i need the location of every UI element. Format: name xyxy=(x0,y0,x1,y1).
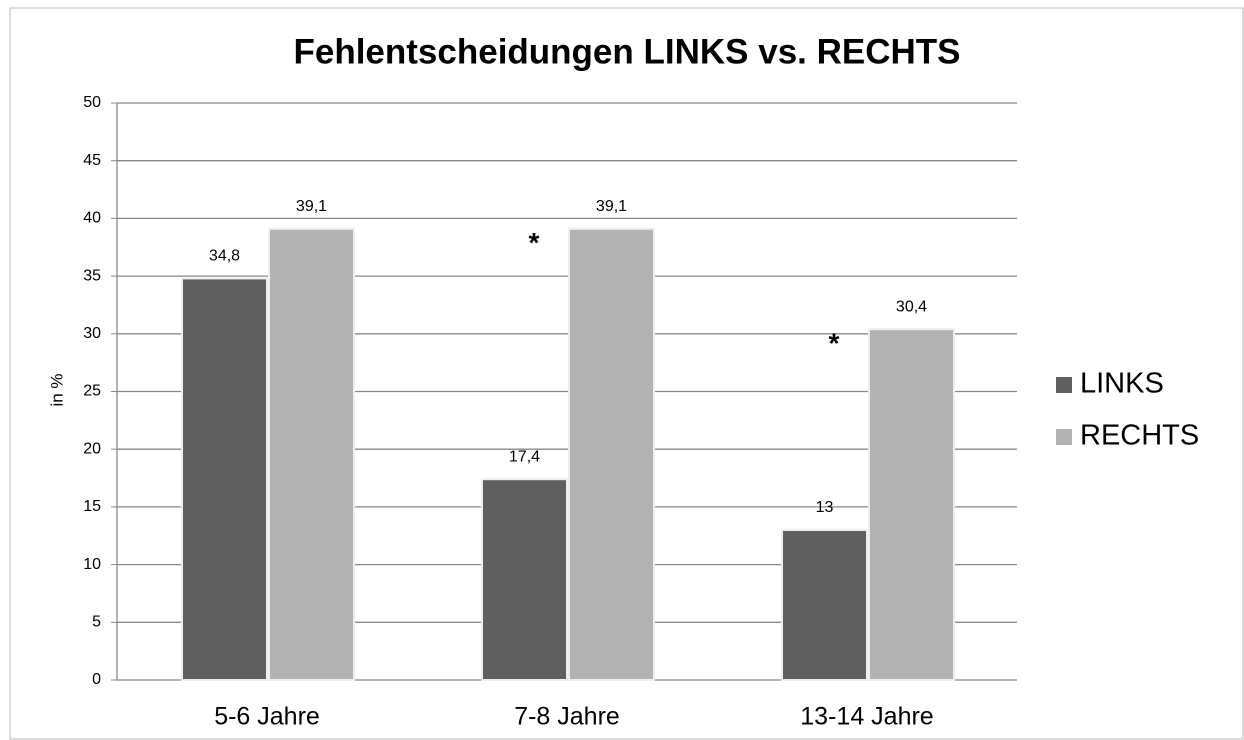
legend-label: RECHTS xyxy=(1080,420,1199,452)
x-tick-label: 5-6 Jahre xyxy=(214,703,320,731)
bar xyxy=(568,227,655,681)
legend-label: LINKS xyxy=(1080,368,1164,400)
value-label: 34,8 xyxy=(209,248,240,265)
y-tick-label: 5 xyxy=(92,614,101,631)
y-tick-label: 45 xyxy=(83,152,101,169)
value-label: 39,1 xyxy=(296,198,327,215)
bar xyxy=(181,277,268,681)
chart-title: Fehlentscheidungen LINKS vs. RECHTS xyxy=(293,32,960,71)
y-tick-label: 15 xyxy=(83,498,101,515)
annotation: * xyxy=(829,328,840,359)
bar xyxy=(481,478,568,682)
bar xyxy=(868,328,955,681)
x-tick-label: 7-8 Jahre xyxy=(514,703,620,731)
x-tick-label: 13-14 Jahre xyxy=(800,703,933,731)
legend-swatch xyxy=(1056,429,1072,445)
legend-swatch xyxy=(1056,377,1072,393)
y-tick-label: 40 xyxy=(83,210,101,227)
bar xyxy=(781,528,868,681)
annotation: * xyxy=(529,227,540,258)
y-tick-label: 30 xyxy=(83,325,101,342)
value-label: 17,4 xyxy=(509,448,540,465)
chart-frame xyxy=(9,7,1244,740)
value-label: 13 xyxy=(816,499,834,516)
value-label: 30,4 xyxy=(896,298,927,315)
bar xyxy=(268,227,355,681)
y-tick-label: 50 xyxy=(83,94,101,111)
y-tick-label: 0 xyxy=(92,671,101,688)
y-tick-label: 20 xyxy=(83,440,101,457)
y-tick-label: 10 xyxy=(83,556,101,573)
y-tick-label: 25 xyxy=(83,383,101,400)
y-axis-label: in % xyxy=(47,373,66,406)
y-tick-label: 35 xyxy=(83,267,101,284)
value-label: 39,1 xyxy=(596,198,627,215)
